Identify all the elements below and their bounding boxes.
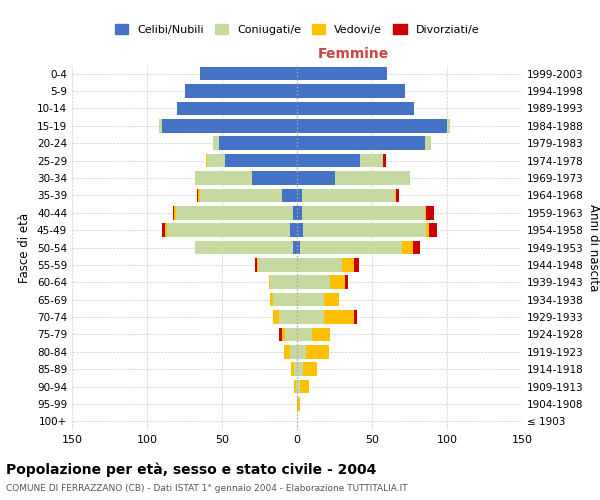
- Bar: [225, 154, 297, 168]
- Bar: [199, 67, 297, 80]
- Bar: [302, 188, 395, 202]
- Bar: [360, 154, 383, 168]
- Bar: [207, 154, 225, 168]
- Bar: [447, 119, 450, 132]
- Bar: [425, 206, 426, 220]
- Bar: [425, 136, 431, 150]
- Bar: [297, 345, 306, 358]
- Bar: [395, 188, 396, 202]
- Bar: [297, 119, 447, 132]
- Bar: [219, 136, 297, 150]
- Bar: [297, 362, 303, 376]
- Bar: [205, 154, 207, 168]
- Bar: [345, 276, 348, 289]
- Bar: [294, 380, 296, 394]
- Bar: [285, 328, 297, 341]
- Bar: [255, 258, 257, 272]
- Bar: [312, 328, 330, 341]
- Bar: [177, 102, 297, 115]
- Bar: [297, 258, 342, 272]
- Bar: [297, 397, 300, 410]
- Bar: [426, 206, 433, 220]
- Bar: [342, 258, 354, 272]
- Bar: [199, 188, 282, 202]
- Y-axis label: Anni di nascita: Anni di nascita: [587, 204, 600, 291]
- Bar: [297, 206, 302, 220]
- Bar: [330, 276, 345, 289]
- Bar: [162, 119, 297, 132]
- Bar: [282, 328, 285, 341]
- Bar: [297, 171, 335, 185]
- Bar: [294, 362, 297, 376]
- Bar: [293, 206, 297, 220]
- Bar: [302, 206, 425, 220]
- Bar: [185, 84, 297, 98]
- Bar: [165, 224, 167, 237]
- Bar: [297, 154, 360, 168]
- Bar: [296, 380, 297, 394]
- Bar: [426, 224, 429, 237]
- Bar: [279, 328, 282, 341]
- Bar: [303, 224, 426, 237]
- Bar: [297, 380, 300, 394]
- Bar: [383, 154, 386, 168]
- Bar: [297, 328, 312, 341]
- Text: Femmine: Femmine: [317, 48, 389, 62]
- Bar: [176, 206, 293, 220]
- Bar: [297, 310, 324, 324]
- Bar: [195, 171, 252, 185]
- Bar: [279, 310, 297, 324]
- Bar: [324, 310, 354, 324]
- Bar: [300, 240, 402, 254]
- Bar: [354, 310, 357, 324]
- Bar: [257, 258, 258, 272]
- Bar: [413, 240, 420, 254]
- Bar: [273, 310, 279, 324]
- Bar: [297, 102, 414, 115]
- Text: Popolazione per età, sesso e stato civile - 2004: Popolazione per età, sesso e stato civil…: [6, 462, 376, 477]
- Bar: [269, 276, 270, 289]
- Bar: [198, 188, 199, 202]
- Bar: [173, 206, 174, 220]
- Bar: [396, 188, 399, 202]
- Bar: [270, 293, 273, 306]
- Bar: [297, 188, 302, 202]
- Bar: [291, 362, 294, 376]
- Bar: [284, 345, 290, 358]
- Bar: [252, 171, 297, 185]
- Bar: [167, 224, 290, 237]
- Bar: [195, 240, 293, 254]
- Bar: [270, 276, 297, 289]
- Bar: [297, 136, 425, 150]
- Bar: [290, 345, 297, 358]
- Bar: [290, 224, 297, 237]
- Bar: [303, 362, 317, 376]
- Bar: [159, 119, 162, 132]
- Bar: [335, 171, 409, 185]
- Bar: [300, 380, 309, 394]
- Bar: [402, 240, 413, 254]
- Bar: [297, 293, 324, 306]
- Bar: [162, 224, 165, 237]
- Bar: [297, 84, 405, 98]
- Bar: [297, 240, 300, 254]
- Bar: [324, 293, 339, 306]
- Bar: [297, 224, 303, 237]
- Bar: [258, 258, 297, 272]
- Bar: [197, 188, 198, 202]
- Y-axis label: Fasce di età: Fasce di età: [19, 212, 31, 282]
- Bar: [306, 345, 329, 358]
- Bar: [273, 293, 297, 306]
- Bar: [174, 206, 176, 220]
- Bar: [354, 258, 359, 272]
- Legend: Celibi/Nubili, Coniugati/e, Vedovi/e, Divorziati/e: Celibi/Nubili, Coniugati/e, Vedovi/e, Di…: [110, 20, 484, 39]
- Bar: [282, 188, 297, 202]
- Bar: [297, 276, 330, 289]
- Text: COMUNE DI FERRAZZANO (CB) - Dati ISTAT 1° gennaio 2004 - Elaborazione TUTTITALIA: COMUNE DI FERRAZZANO (CB) - Dati ISTAT 1…: [6, 484, 407, 493]
- Bar: [213, 136, 219, 150]
- Bar: [429, 224, 437, 237]
- Bar: [297, 67, 387, 80]
- Bar: [293, 240, 297, 254]
